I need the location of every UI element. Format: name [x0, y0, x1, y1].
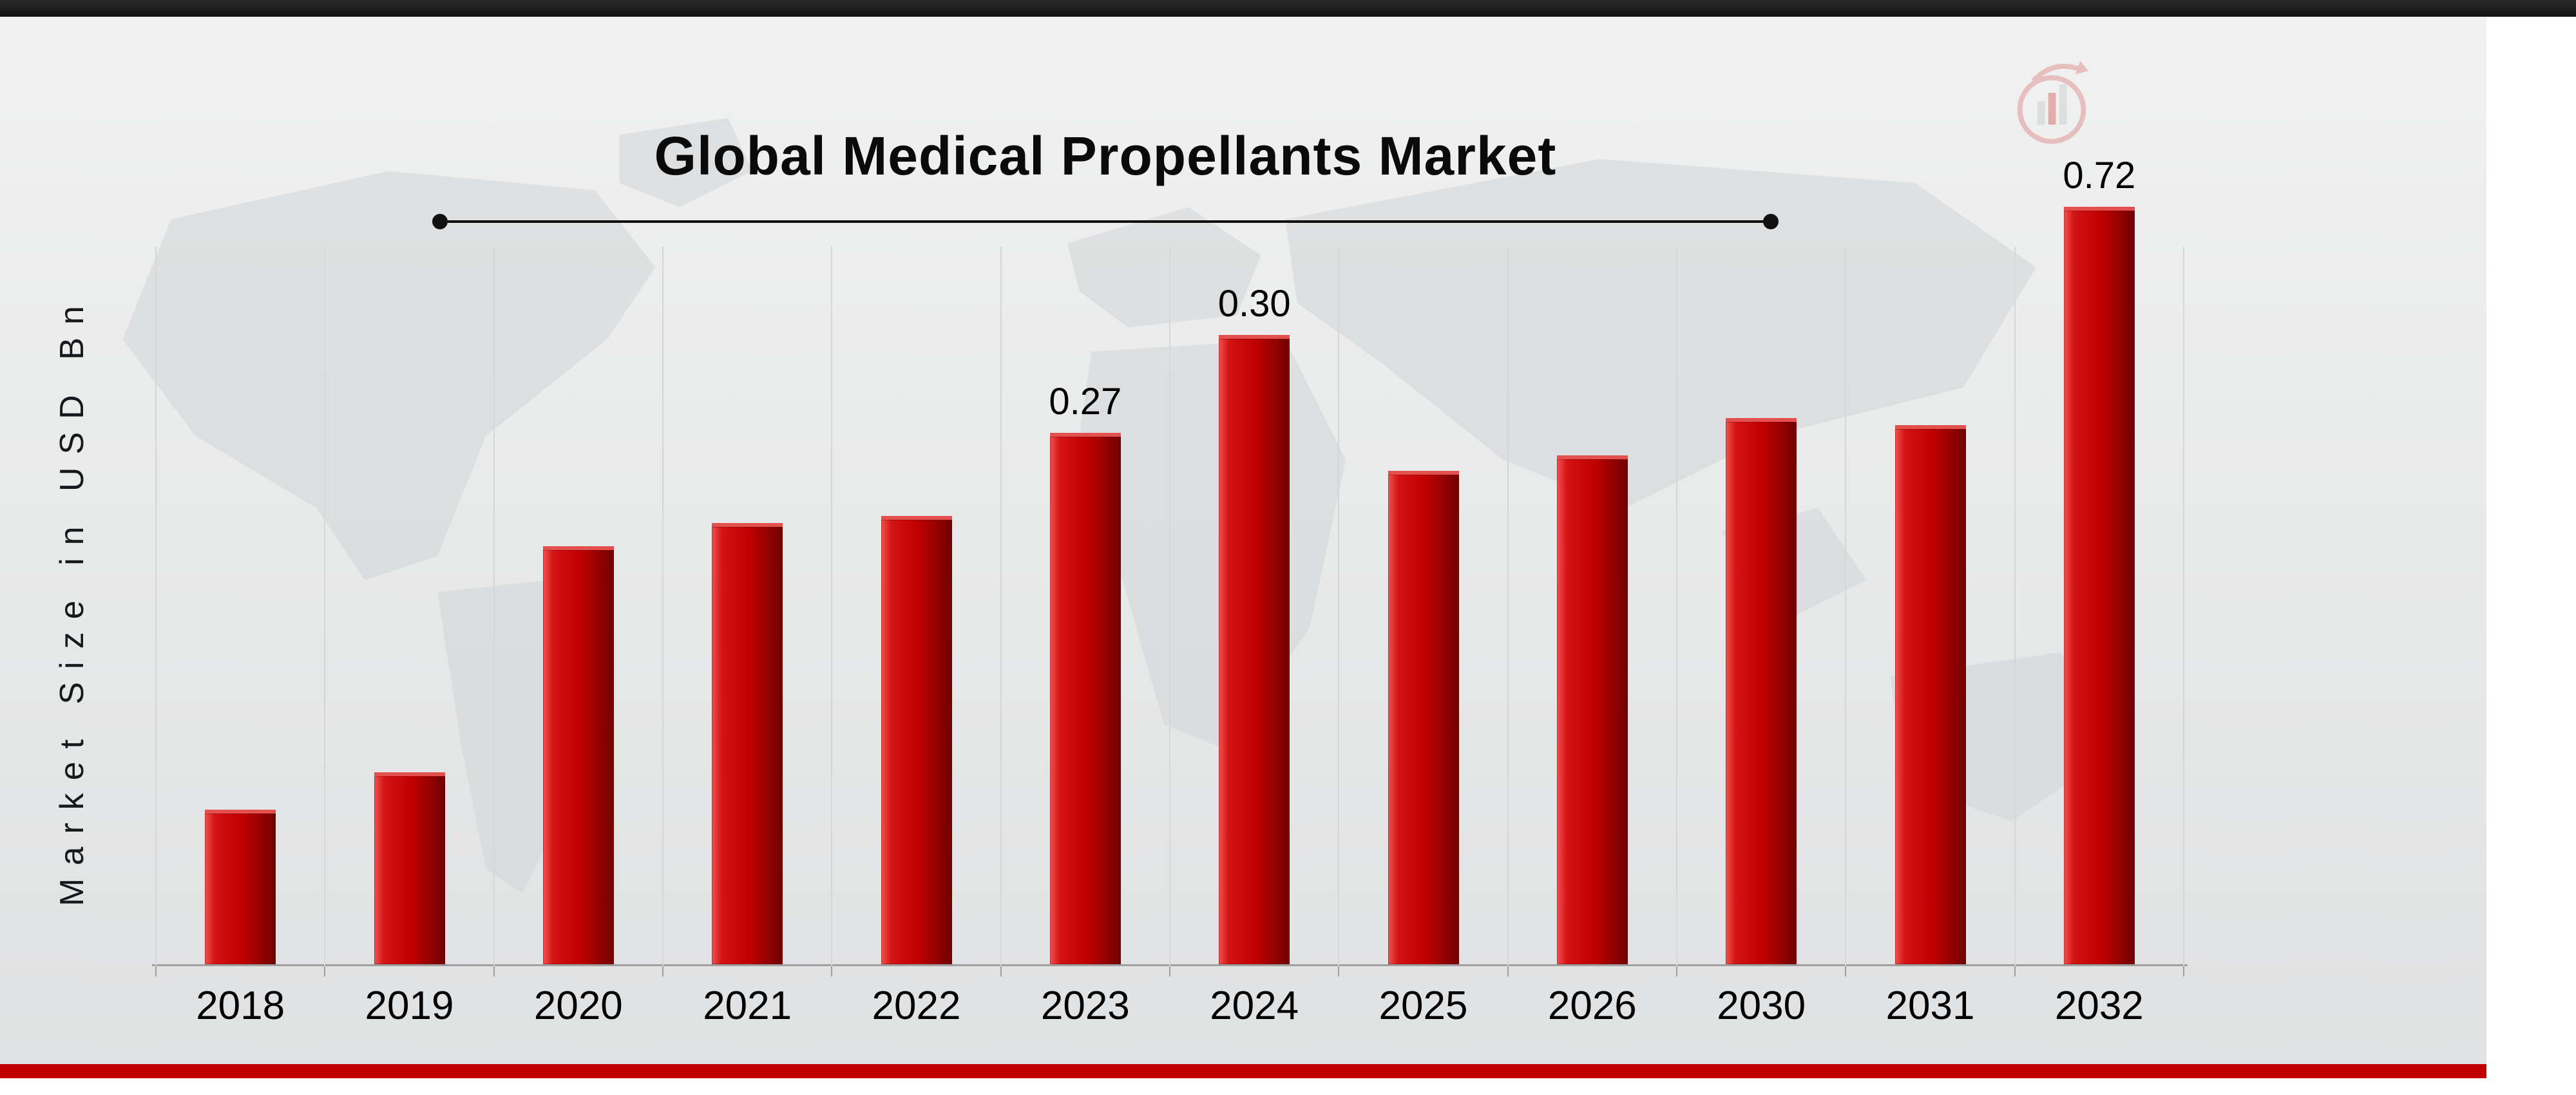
bar-2024 [1219, 334, 1290, 964]
world-map-background-icon [122, 118, 2121, 893]
x-tick-label-2022: 2022 [872, 984, 961, 1028]
axis-tick [1338, 966, 1340, 976]
x-tick-label-2021: 2021 [703, 984, 792, 1028]
value-label-2023: 0.27 [1049, 381, 1122, 423]
bar-2020 [542, 546, 614, 964]
x-tick-label-2024: 2024 [1210, 984, 1299, 1028]
axis-tick [1169, 966, 1170, 976]
gridline [1507, 247, 1509, 966]
gridline [1845, 247, 1847, 966]
plot-area: 2018 2019 2020 2021 2022 0.27 2023 0.30 2024 2025… [152, 155, 2188, 1028]
gridline [2183, 247, 2184, 966]
top-bar [0, 0, 2576, 17]
bar-2023 [1049, 433, 1121, 964]
x-tick-label-2025: 2025 [1379, 984, 1468, 1028]
bar-2032 [2063, 207, 2135, 964]
axis-tick [1507, 966, 1509, 976]
axis-tick [1845, 966, 1847, 976]
gridline [324, 247, 326, 966]
value-label-2024: 0.30 [1217, 282, 1291, 325]
bottom-accent-bar [0, 1064, 2486, 1078]
bar-2021 [712, 523, 783, 964]
axis-tick [1000, 966, 1002, 976]
y-axis-label: Market Size in USD Bn [53, 293, 91, 906]
axis-tick [2183, 966, 2184, 976]
bar-2026 [1556, 455, 1628, 964]
gridline [1169, 247, 1170, 966]
gridline [155, 247, 157, 966]
gridline [831, 247, 833, 966]
axis-tick [662, 966, 663, 976]
gridline [1676, 247, 1677, 966]
bar-chart-logo-watermark-icon [2017, 61, 2089, 144]
gridline [493, 247, 495, 966]
bar-2018 [205, 810, 276, 964]
chart-title: Global Medical Propellants Market [654, 126, 1557, 186]
bar-2019 [374, 772, 445, 964]
bar-2025 [1388, 470, 1459, 964]
x-tick-label-2032: 2032 [2054, 984, 2144, 1028]
bar-2030 [1726, 417, 1797, 964]
gridline [662, 247, 663, 966]
x-tick-label-2020: 2020 [533, 984, 623, 1028]
value-label-2032: 0.72 [2063, 155, 2136, 196]
chart-canvas: Global Medical Propellants Market Market… [0, 17, 2486, 1064]
axis-tick [831, 966, 833, 976]
axis-tick [493, 966, 495, 976]
axis-tick [324, 966, 326, 976]
x-tick-label-2030: 2030 [1717, 984, 1806, 1028]
title-underline [432, 214, 1779, 229]
x-tick-label-2026: 2026 [1547, 984, 1637, 1028]
x-tick-label-2031: 2031 [1885, 984, 1975, 1028]
x-tick-label-2023: 2023 [1040, 984, 1130, 1028]
gridline [1000, 247, 1002, 966]
axis-tick [2014, 966, 2016, 976]
axis-tick [1676, 966, 1677, 976]
x-tick-label-2019: 2019 [365, 984, 454, 1028]
bar-2022 [881, 515, 952, 964]
axis-tick [155, 966, 157, 976]
bar-2031 [1894, 425, 1966, 964]
gridline [2014, 247, 2016, 966]
x-tick-label-2018: 2018 [196, 984, 285, 1028]
gridline [1338, 247, 1340, 966]
